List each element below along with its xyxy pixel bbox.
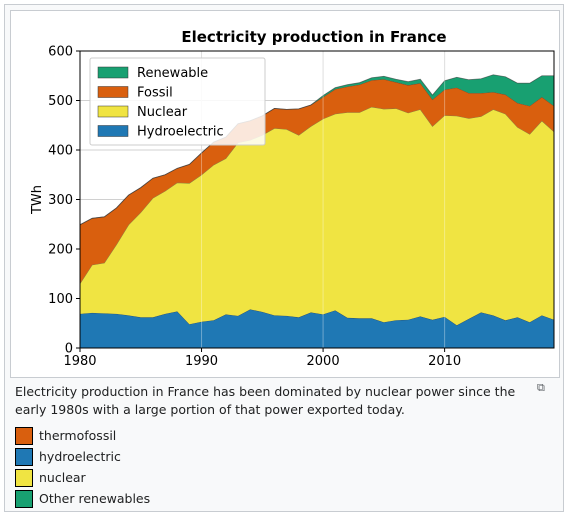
key-label-renewables: Other renewables xyxy=(39,491,151,506)
y-tick-label: 500 xyxy=(48,94,73,109)
figure-thumbnail: Electricity production in France 0 100 200… xyxy=(4,4,564,512)
key-item: Other renewables xyxy=(15,488,150,509)
x-tick-label: 2010 xyxy=(428,354,461,369)
key-label-nuclear: nuclear xyxy=(39,470,86,485)
y-axis-label: TWh xyxy=(30,185,45,215)
y-tick-label: 600 xyxy=(48,45,73,60)
legend-label: Renewable xyxy=(137,66,208,81)
x-tick-label: 1990 xyxy=(185,354,218,369)
area-chart: Electricity production in France 0 100 200… xyxy=(30,28,555,369)
key-item: hydroelectric xyxy=(15,446,150,467)
legend-label: Fossil xyxy=(137,86,173,101)
y-tick-label: 300 xyxy=(48,193,73,208)
y-tick-label: 400 xyxy=(48,144,73,159)
chart-figure: Electricity production in France 0 100 200… xyxy=(10,10,560,378)
y-tick-label: 0 xyxy=(65,342,73,357)
y-tick-label: 100 xyxy=(48,292,73,307)
legend-swatch xyxy=(97,105,129,118)
area-nuclear xyxy=(80,106,554,326)
chart-legend: Renewable Fossil Nuclear Hydroelectric xyxy=(89,57,266,146)
renewables-swatch xyxy=(15,489,33,508)
figure-caption: Electricity production in France has bee… xyxy=(15,384,516,417)
x-tick-label: 1980 xyxy=(63,354,96,369)
legend-swatch xyxy=(97,86,129,98)
nuclear-swatch xyxy=(15,468,33,487)
key-label-thermofossil: thermofossil xyxy=(39,428,117,443)
legend-label: Hydroelectric xyxy=(137,125,224,140)
key-item: nuclear xyxy=(15,467,150,488)
key-item: thermofossil xyxy=(15,425,150,446)
legend-swatch xyxy=(97,125,129,137)
magnify-icon[interactable]: ⧉ xyxy=(537,381,545,394)
axes-layer: 0 100 200 300 400 500 600 1980 1990 2000 2010 xyxy=(48,45,555,369)
caption-key: thermofossil hydroelectric nuclear Other… xyxy=(15,425,150,509)
y-tick-label: 200 xyxy=(48,243,73,258)
hydroelectric-swatch xyxy=(15,447,33,466)
legend-label: Nuclear xyxy=(137,105,188,120)
area-fossil xyxy=(80,79,554,284)
legend-box xyxy=(89,57,266,146)
area-renewable xyxy=(80,74,554,225)
chart-title: Electricity production in France xyxy=(181,28,446,46)
key-label-hydroelectric: hydroelectric xyxy=(39,449,121,464)
thermofossil-swatch xyxy=(15,426,33,445)
x-tick-label: 2000 xyxy=(307,354,340,369)
legend-swatch xyxy=(97,66,129,79)
area-edge-hydroelectric xyxy=(79,308,555,326)
area-edge-renewable xyxy=(79,74,554,226)
